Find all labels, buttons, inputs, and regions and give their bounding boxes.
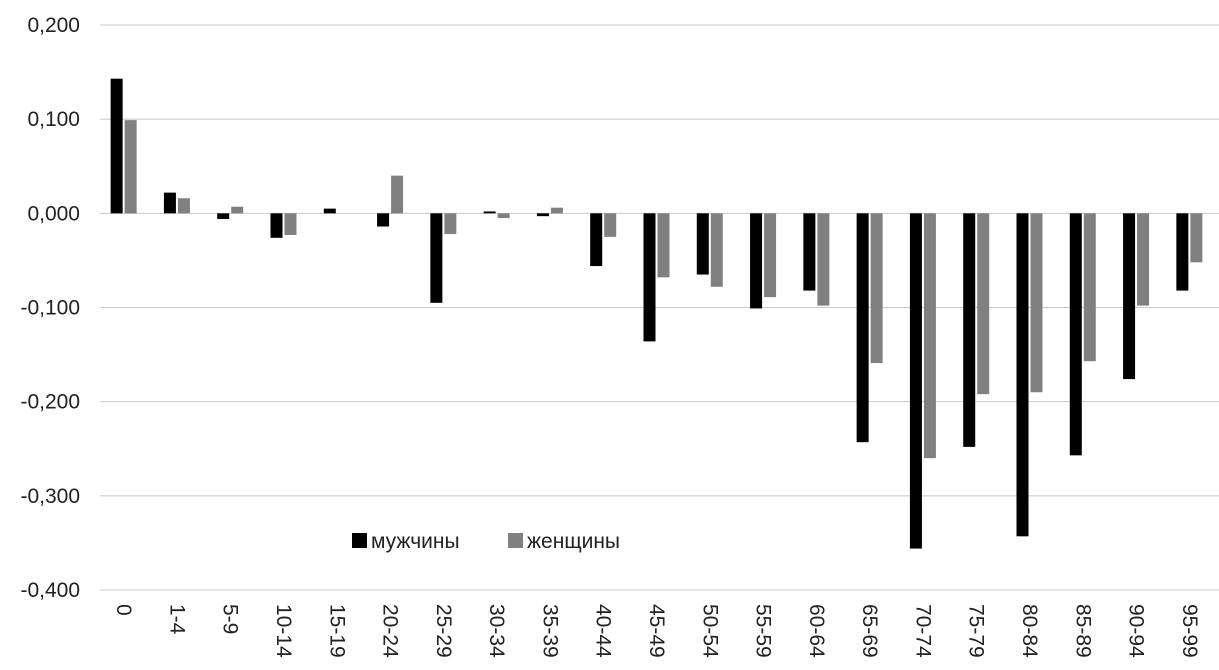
x-tick-label: 25-29 bbox=[432, 604, 455, 658]
bar-series-1 bbox=[110, 78, 123, 214]
bar-series-1 bbox=[163, 192, 176, 214]
bar-series-1 bbox=[217, 213, 230, 219]
legend-label: мужчины bbox=[371, 530, 460, 553]
bar-series-2 bbox=[124, 120, 137, 214]
bar-series-1 bbox=[1069, 213, 1082, 456]
x-tick-label: 80-84 bbox=[1018, 604, 1041, 658]
bar-series-1 bbox=[750, 213, 763, 309]
bar-series-2 bbox=[977, 213, 990, 395]
x-tick-label: 70-74 bbox=[911, 604, 934, 658]
x-tick-label: 55-59 bbox=[752, 604, 775, 658]
bar-series-1 bbox=[1016, 213, 1029, 537]
legend-swatch bbox=[508, 533, 523, 548]
x-tick-label: 0 bbox=[112, 604, 135, 616]
bar-series-2 bbox=[657, 213, 670, 278]
bar-series-1 bbox=[909, 213, 922, 549]
bar-series-1 bbox=[643, 213, 656, 342]
bar-series-2 bbox=[923, 213, 936, 459]
x-tick-label: 15-19 bbox=[325, 604, 348, 658]
x-tick-label: 35-39 bbox=[538, 604, 561, 658]
x-tick-label: 40-44 bbox=[592, 604, 615, 658]
bar-series-1 bbox=[1123, 213, 1136, 380]
bar-series-1 bbox=[963, 213, 976, 447]
bar-series-1 bbox=[856, 213, 869, 443]
y-tick-label: -0,400 bbox=[20, 579, 80, 602]
x-tick-label: 95-99 bbox=[1178, 604, 1201, 658]
x-tick-label: 65-69 bbox=[858, 604, 881, 658]
bar-series-2 bbox=[497, 213, 510, 219]
bar-series-2 bbox=[604, 213, 617, 237]
bar-series-2 bbox=[817, 213, 830, 306]
x-tick-label: 1-4 bbox=[165, 604, 188, 635]
y-tick-label: -0,300 bbox=[20, 485, 80, 508]
bar-series-1 bbox=[323, 208, 336, 214]
x-tick-label: 50-54 bbox=[698, 604, 721, 658]
y-tick-label: -0,200 bbox=[20, 391, 80, 414]
bar-series-2 bbox=[1137, 213, 1150, 306]
bar-series-1 bbox=[430, 213, 443, 303]
x-tick-label: 45-49 bbox=[645, 604, 668, 658]
x-axis-tick-labels: 0 1-4 5-9 10-14 15-19 20-24 25-29 30-34 35-39 40-… bbox=[112, 604, 1201, 658]
bar-series-1 bbox=[696, 213, 709, 275]
x-tick-label: 10-14 bbox=[272, 604, 295, 658]
x-tick-label: 30-34 bbox=[485, 604, 508, 658]
y-tick-label: 0,100 bbox=[27, 108, 80, 131]
gridlines bbox=[100, 24, 1219, 591]
bar-series-2 bbox=[550, 207, 563, 214]
x-tick-label: 90-94 bbox=[1125, 604, 1148, 658]
bar-series-2 bbox=[231, 206, 244, 214]
x-tick-label: 75-79 bbox=[965, 604, 988, 658]
x-tick-label: 5-9 bbox=[219, 604, 242, 634]
x-tick-label: 20-24 bbox=[379, 604, 402, 658]
bar-series-2 bbox=[444, 213, 457, 235]
legend-swatch bbox=[352, 533, 367, 548]
bars bbox=[110, 78, 1203, 549]
bar-series-2 bbox=[1030, 213, 1043, 393]
bar-series-2 bbox=[710, 213, 723, 287]
x-tick-label: 60-64 bbox=[805, 604, 828, 658]
bar-series-2 bbox=[764, 213, 777, 298]
bar-series-1 bbox=[483, 211, 496, 214]
bar-series-1 bbox=[803, 213, 816, 291]
x-tick-label: 85-89 bbox=[1071, 604, 1094, 658]
y-tick-label: 0,200 bbox=[27, 14, 80, 37]
bar-series-1 bbox=[536, 213, 549, 217]
bar-series-2 bbox=[391, 175, 404, 214]
bar-series-2 bbox=[1190, 213, 1203, 263]
bar-series-1 bbox=[270, 213, 283, 238]
y-tick-label: -0,100 bbox=[20, 297, 80, 320]
y-tick-label: 0,000 bbox=[27, 202, 80, 225]
y-axis-tick-labels: 0,200 0,100 0,000 -0,100 -0,200 -0,300 -0,400 bbox=[20, 14, 80, 602]
bar-series-2 bbox=[177, 198, 190, 214]
bar-series-1 bbox=[1176, 213, 1189, 291]
legend-label: женщины bbox=[527, 530, 620, 553]
bar-series-1 bbox=[377, 213, 390, 227]
bar-series-2 bbox=[284, 213, 297, 235]
bar-series-1 bbox=[590, 213, 603, 267]
bar-series-2 bbox=[870, 213, 883, 364]
bar-series-2 bbox=[1083, 213, 1096, 362]
legend: мужчины женщины bbox=[352, 530, 620, 553]
